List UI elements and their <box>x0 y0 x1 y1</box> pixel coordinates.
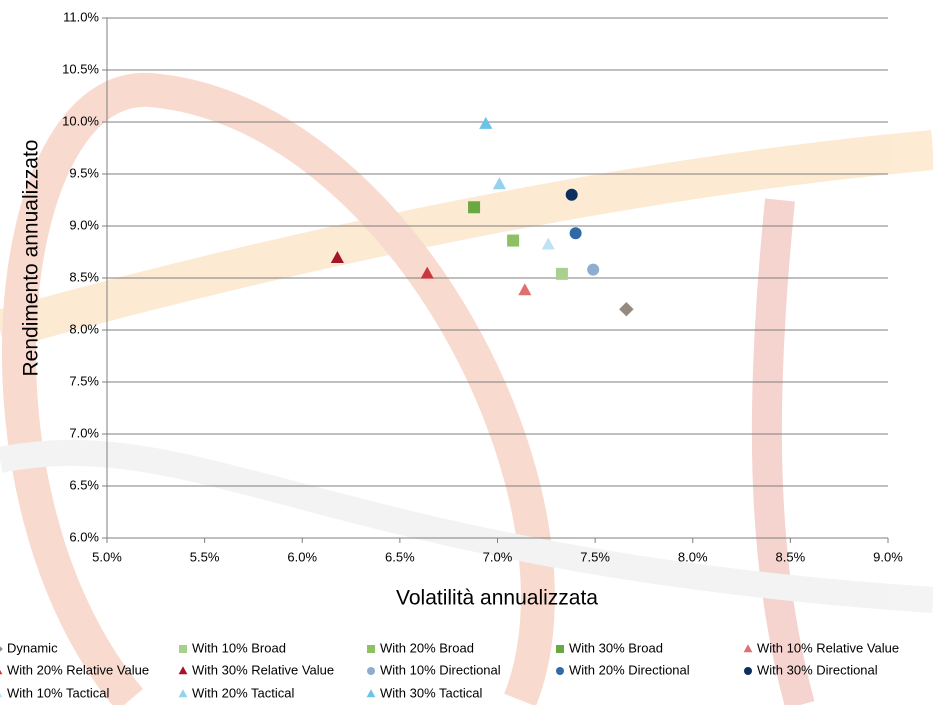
legend-marker <box>744 667 752 675</box>
legend-marker <box>367 689 376 697</box>
legend-marker <box>367 667 375 675</box>
legend-label: With 30% Broad <box>569 640 663 655</box>
legend-label: With 30% Directional <box>757 662 878 677</box>
point <box>493 177 506 189</box>
chart: Volatilità annualizzata Rendimento annua… <box>0 0 933 705</box>
legend-marker <box>0 644 3 654</box>
legend-marker <box>0 689 2 697</box>
background-swoosh <box>0 90 933 705</box>
legend-marker <box>556 645 564 653</box>
legend-marker <box>0 666 2 674</box>
x-tick-label: 7.0% <box>483 549 513 564</box>
legend-label: With 30% Tactical <box>380 685 482 700</box>
legend-marker <box>179 689 188 697</box>
x-tick-label: 6.0% <box>287 549 317 564</box>
y-tick-label: 9.5% <box>69 165 99 180</box>
point <box>556 268 568 280</box>
legend-marker <box>744 644 753 652</box>
y-tick-label: 10.0% <box>62 113 99 128</box>
point <box>468 201 480 213</box>
y-tick-label: 8.0% <box>69 321 99 336</box>
x-tick-label: 9.0% <box>873 549 903 564</box>
legend-label: With 10% Tactical <box>7 685 109 700</box>
point <box>570 227 582 239</box>
y-tick-label: 7.5% <box>69 373 99 388</box>
legend-label: With 20% Tactical <box>192 685 294 700</box>
y-tick-label: 7.0% <box>69 425 99 440</box>
x-tick-label: 8.5% <box>776 549 806 564</box>
y-tick-label: 10.5% <box>62 61 99 76</box>
y-tick-label: 9.0% <box>69 217 99 232</box>
y-tick-label: 11.0% <box>63 9 99 24</box>
legend-marker <box>556 667 564 675</box>
point <box>587 264 599 276</box>
legend-label: With 20% Directional <box>569 662 690 677</box>
point <box>518 283 531 295</box>
x-axis-title: Volatilità annualizzata <box>396 587 598 610</box>
legend-marker <box>179 666 188 674</box>
x-tick-label: 5.0% <box>92 549 122 564</box>
y-tick-label: 6.0% <box>69 529 99 544</box>
legend-label: With 20% Broad <box>380 640 474 655</box>
y-axis-title: Rendimento annualizzato <box>20 140 43 377</box>
legend-label: With 10% Relative Value <box>757 640 899 655</box>
legend-label: With 20% Relative Value <box>7 662 149 677</box>
x-tick-label: 5.5% <box>190 549 220 564</box>
point <box>542 238 555 250</box>
point <box>619 302 633 316</box>
legend-marker <box>179 645 187 653</box>
legend-label: With 10% Broad <box>192 640 286 655</box>
point <box>507 235 519 247</box>
y-tick-label: 6.5% <box>69 477 99 492</box>
point <box>566 189 578 201</box>
x-tick-label: 6.5% <box>385 549 415 564</box>
legend-label: With 10% Directional <box>380 662 501 677</box>
legend-label: With 30% Relative Value <box>192 662 334 677</box>
x-tick-label: 8.0% <box>678 549 708 564</box>
legend-marker <box>367 645 375 653</box>
legend-label: Dynamic <box>7 640 58 655</box>
x-tick-label: 7.5% <box>580 549 610 564</box>
y-tick-label: 8.5% <box>69 269 99 284</box>
point <box>479 117 492 129</box>
